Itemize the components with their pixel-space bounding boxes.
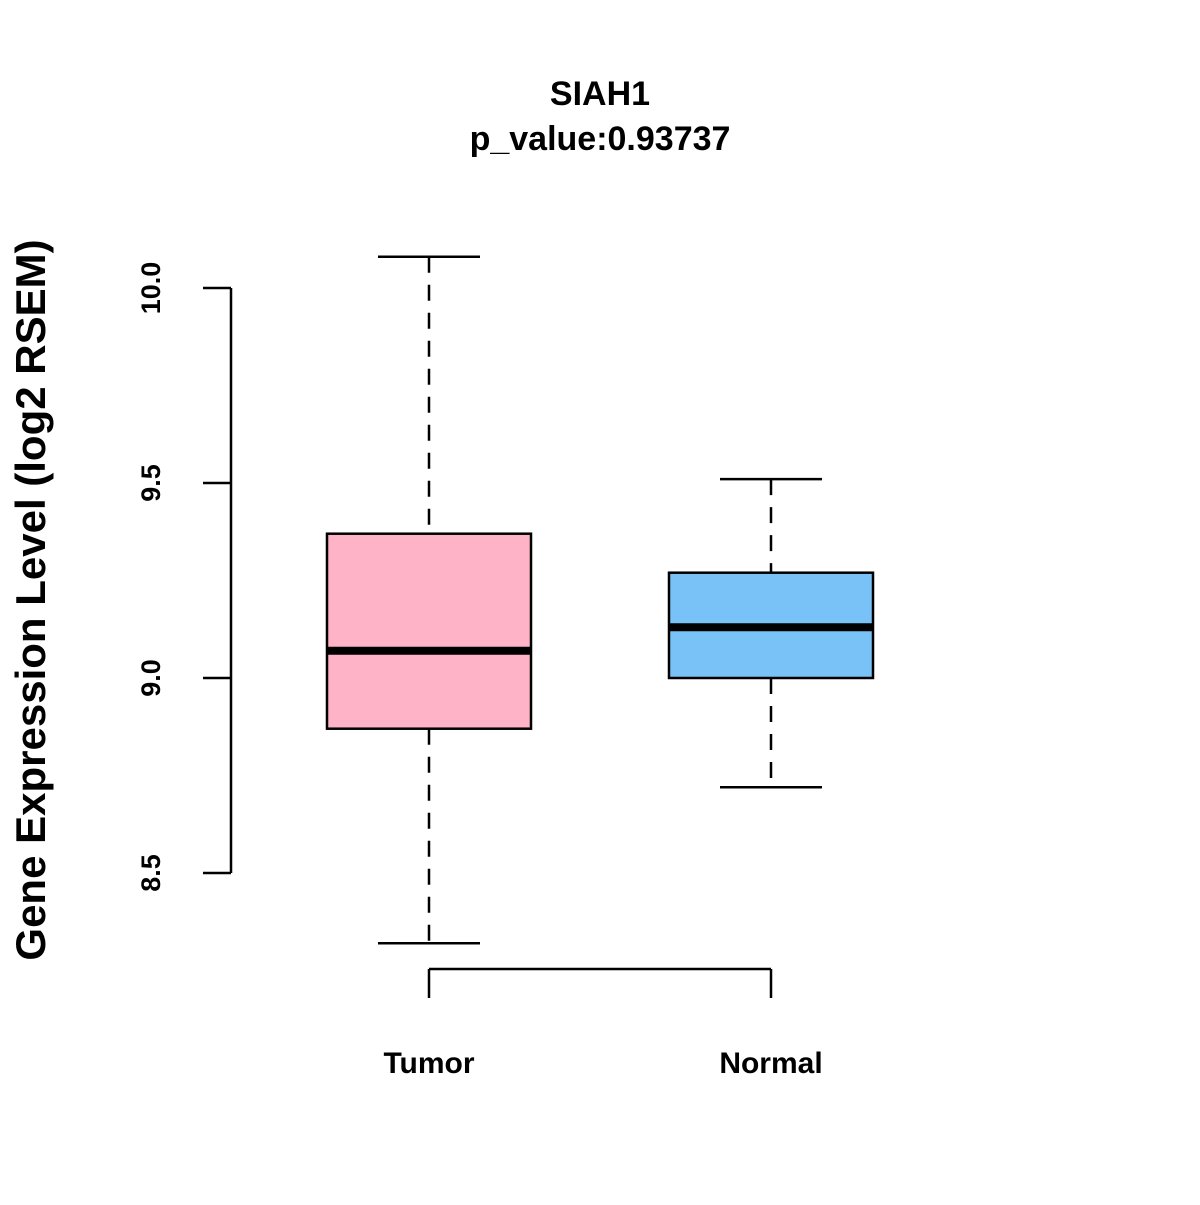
- y-axis-label: Gene Expression Level (log2 RSEM): [7, 239, 54, 960]
- chart-subtitle: p_value:0.93737: [470, 120, 731, 158]
- y-tick-label: 10.0: [136, 262, 166, 315]
- x-tick-label: Normal: [719, 1047, 822, 1080]
- y-axis: 8.5 9.0 9.5 10.0: [136, 262, 233, 892]
- iqr-box: [325, 532, 533, 730]
- y-tick-label: 8.5: [136, 854, 166, 892]
- y-tick-label: 9.5: [136, 464, 166, 502]
- box-normal: [667, 477, 875, 789]
- boxes: [325, 255, 875, 945]
- x-tick-label: Tumor: [383, 1047, 474, 1080]
- box-tumor: [325, 255, 533, 945]
- x-axis: Tumor Normal: [383, 967, 823, 1080]
- chart-title: SIAH1: [550, 75, 650, 113]
- y-tick-label: 9.0: [136, 659, 166, 697]
